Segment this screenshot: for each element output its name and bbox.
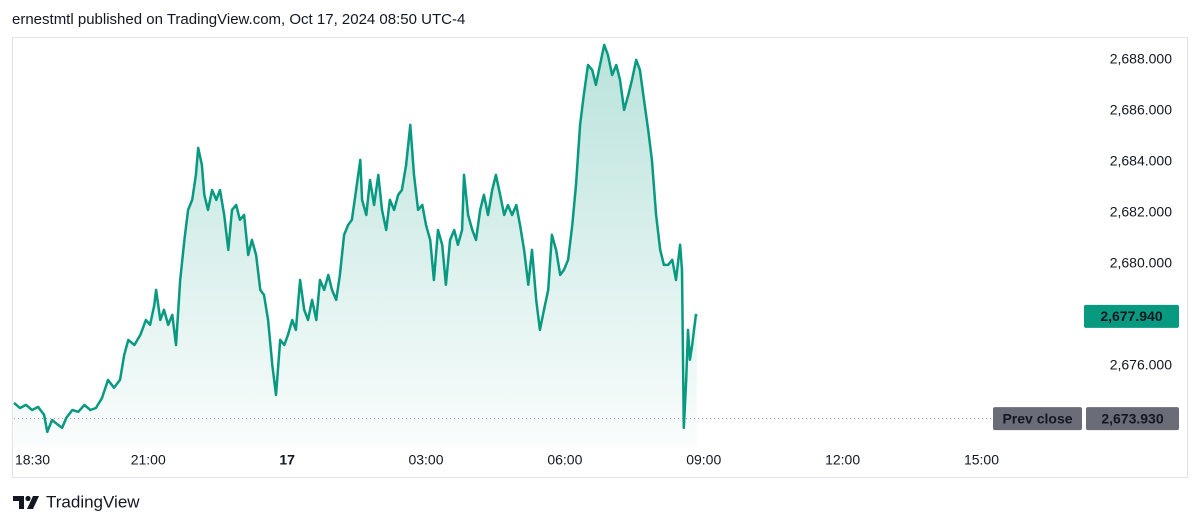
x-tick-label: 15:00: [964, 452, 999, 468]
prev-close-box: [1086, 407, 1179, 431]
prev-close-name: Prev close: [1002, 410, 1072, 426]
prev-close-name-box: [993, 407, 1082, 431]
last-price-label: 2,677.940: [1100, 308, 1162, 324]
price-line: [13, 43, 698, 434]
y-tick-label: 2,680.000: [1110, 255, 1172, 271]
chart-frame: [12, 37, 1188, 478]
x-tick-label: 09:00: [686, 452, 721, 468]
x-tick-label: 03:00: [408, 452, 443, 468]
x-tick-label: 21:00: [131, 452, 166, 468]
area-fill: [14, 44, 697, 449]
prev-close-label: 2,673.930: [1101, 410, 1163, 426]
y-tick-label: 2,688.000: [1110, 51, 1172, 67]
x-tick-label: 06:00: [547, 452, 582, 468]
last-price-box: [1084, 304, 1179, 328]
y-tick-label: 2,686.000: [1110, 102, 1172, 118]
x-tick-label: 17: [279, 452, 295, 468]
logo: [13, 495, 39, 509]
header: ernestmtl published on TradingView.com, …: [12, 11, 465, 28]
x-tick-label: 12:00: [825, 452, 860, 468]
x-tick-label: 18:30: [15, 452, 50, 468]
y-tick-label: 2,676.000: [1110, 357, 1172, 373]
brand: TradingView: [46, 492, 140, 511]
y-tick-label: 2,682.000: [1110, 204, 1172, 220]
y-tick-label: 2,684.000: [1110, 153, 1172, 169]
